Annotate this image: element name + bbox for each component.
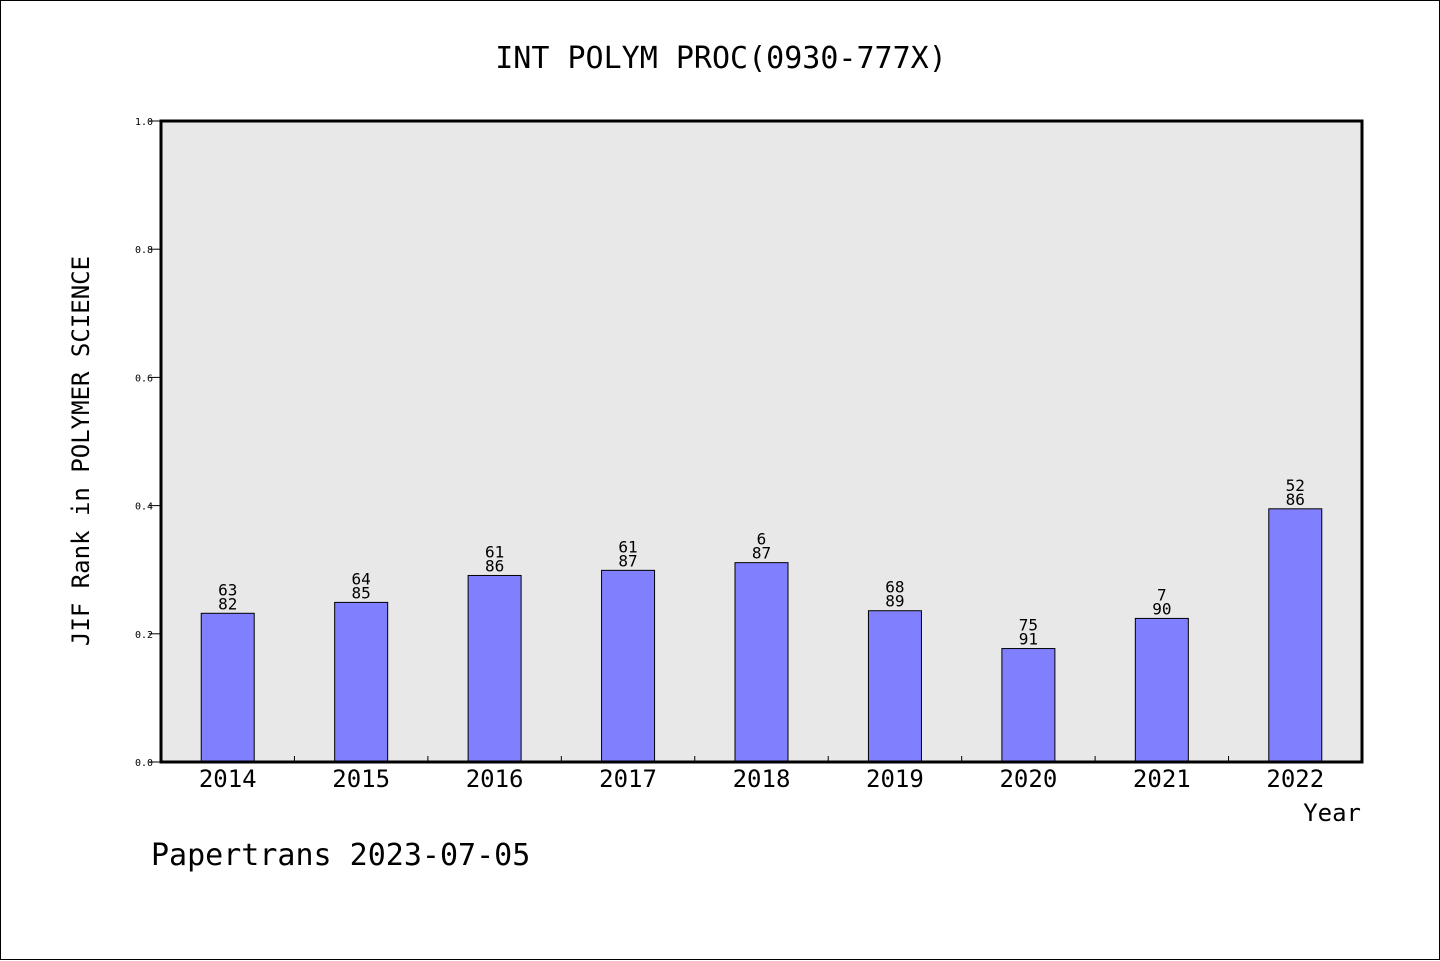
bar-label-rank: 7: [1157, 585, 1167, 604]
y-axis-ticks: 0.0 0.2 0.4 0.6 0.8 1.0: [135, 117, 161, 769]
bar-label-total: 89: [885, 592, 904, 611]
bar-label-rank: 6: [757, 530, 767, 549]
bar: [334, 601, 389, 763]
bar-label-total: 86: [1286, 490, 1305, 509]
bar-label-rank: 61: [618, 537, 637, 556]
bar-label-total: 82: [218, 594, 237, 613]
bars: [200, 508, 1323, 763]
y-axis-label: JIF Rank in POLYMER SCIENCE: [67, 256, 95, 646]
bar-label-rank: 68: [885, 578, 904, 597]
bar-label-rank: 52: [1286, 476, 1305, 495]
x-axis-ticks: 2014 2015 2016 2017 2018 2019 2020 2021 2022: [199, 756, 1324, 793]
plot-frame: [159, 119, 1364, 764]
bar-label-rank: 61: [485, 542, 504, 561]
bar: [1268, 508, 1323, 763]
y-tick-label: 1.0: [135, 117, 153, 128]
x-tick-label: 2015: [332, 765, 390, 793]
bar: [200, 612, 255, 763]
bar-label-total: 91: [1019, 630, 1038, 649]
bar-label-total: 90: [1152, 599, 1171, 618]
bar: [1001, 648, 1056, 763]
x-tick-label: 2017: [599, 765, 657, 793]
y-tick-label: 0.6: [135, 373, 153, 384]
bar: [1134, 617, 1189, 763]
x-tick-label: 2021: [1133, 765, 1191, 793]
chart-title: INT POLYM PROC(0930-777X): [495, 41, 947, 76]
bar-label-total: 85: [352, 583, 371, 602]
y-tick-label: 0.0: [135, 758, 153, 769]
bar-label-total: 87: [618, 551, 637, 570]
y-tick-label: 0.4: [135, 502, 153, 513]
x-tick-label: 2022: [1266, 765, 1324, 793]
bar: [601, 569, 656, 763]
y-tick-label: 0.8: [135, 245, 153, 256]
x-tick-label: 2014: [199, 765, 257, 793]
x-axis-label: Year: [1303, 799, 1361, 827]
bar-label-rank: 75: [1019, 616, 1038, 635]
bar-label-rank: 64: [352, 569, 371, 588]
x-tick-label: 2016: [466, 765, 524, 793]
x-tick-label: 2020: [999, 765, 1057, 793]
x-tick-label: 2019: [866, 765, 924, 793]
footer-text: Papertrans 2023-07-05: [151, 838, 530, 873]
bar: [467, 574, 522, 763]
bar-label-total: 87: [752, 544, 771, 563]
bar-label-total: 86: [485, 556, 504, 575]
x-tick-label: 2018: [733, 765, 791, 793]
bar: [734, 562, 789, 763]
bar-label-rank: 63: [218, 580, 237, 599]
bar: [867, 610, 922, 763]
y-tick-label: 0.2: [135, 630, 153, 641]
